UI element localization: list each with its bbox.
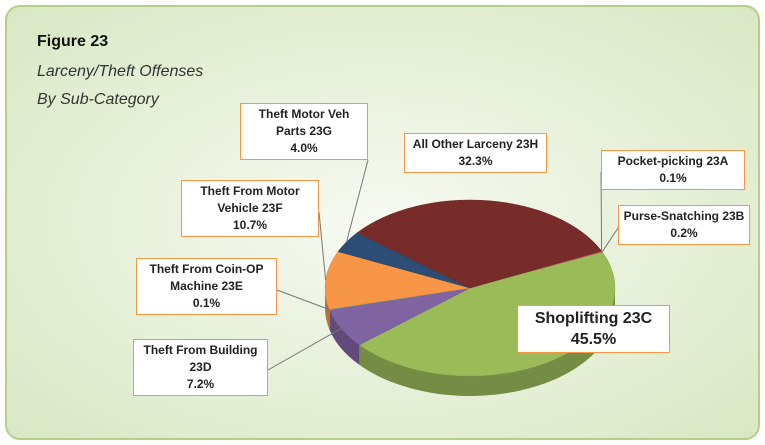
data-label: Theft From Motor Vehicle 23F 10.7% [181,180,319,237]
label-value: 0.1% [659,171,687,185]
leader-line [318,211,327,281]
data-label: Theft Motor Veh Parts 23G 4.0% [240,103,368,160]
label-value: 0.2% [670,226,698,240]
label-value: 0.1% [192,296,221,310]
data-label: Theft From Coin-OP Machine 23E 0.1% [136,258,277,315]
slice [356,199,602,289]
label-value: 45.5% [570,331,617,348]
label-name: Theft From Coin-OP Machine 23E [149,262,264,293]
label-value: 4.0% [290,141,318,155]
label-value: 7.2% [186,377,215,391]
slice-side [359,288,615,396]
label-name: Pocket-picking 23A [617,154,729,168]
leader-line [601,227,619,253]
label-value: 10.7% [232,218,268,232]
label-name: Shoplifting 23C [534,310,653,327]
chart-subtitle: Larceny/Theft Offenses [37,63,203,80]
leader-line [276,289,330,311]
leader-line [267,327,342,371]
chart-subtitle: By Sub-Category [37,91,160,108]
label-name: Theft From Motor Vehicle 23F [200,184,300,215]
data-label: Theft From Building 23D 7.2% [133,339,268,396]
label-name: Theft From Building 23D [143,343,258,374]
label-name: All Other Larceny 23H [412,137,539,151]
label-value: 32.3% [458,154,493,168]
label-name: Purse-Snatching 23B [623,209,745,223]
data-label: Shoplifting 23C 45.5% [517,305,670,353]
data-label: Pocket-picking 23A 0.1% [601,150,745,190]
label-name: Theft Motor Veh Parts 23G [258,107,350,138]
chart-title: Figure 23 [37,33,108,50]
data-label: All Other Larceny 23H 32.3% [404,133,547,173]
leader-line [346,159,369,242]
slice-side [329,309,360,365]
data-label: Purse-Snatching 23B 0.2% [618,205,750,245]
